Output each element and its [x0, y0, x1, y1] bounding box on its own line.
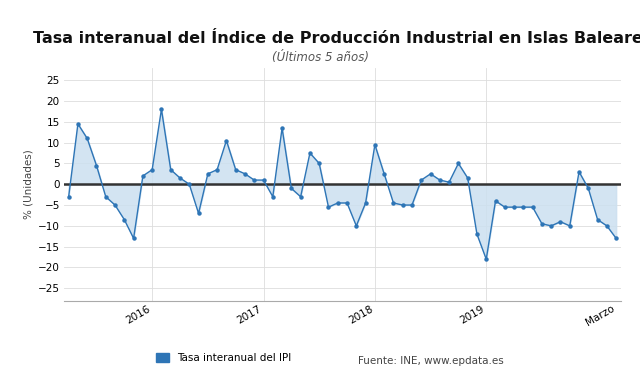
Legend: Tasa interanual del IPI: Tasa interanual del IPI: [152, 349, 296, 367]
Text: (Últimos 5 años): (Últimos 5 años): [271, 51, 369, 64]
Text: Fuente: INE, www.epdata.es: Fuente: INE, www.epdata.es: [358, 356, 504, 366]
Y-axis label: % (Unidades): % (Unidades): [24, 149, 34, 219]
Title: Tasa interanual del Índice de Producción Industrial en Islas Baleares: Tasa interanual del Índice de Producción…: [33, 31, 640, 45]
